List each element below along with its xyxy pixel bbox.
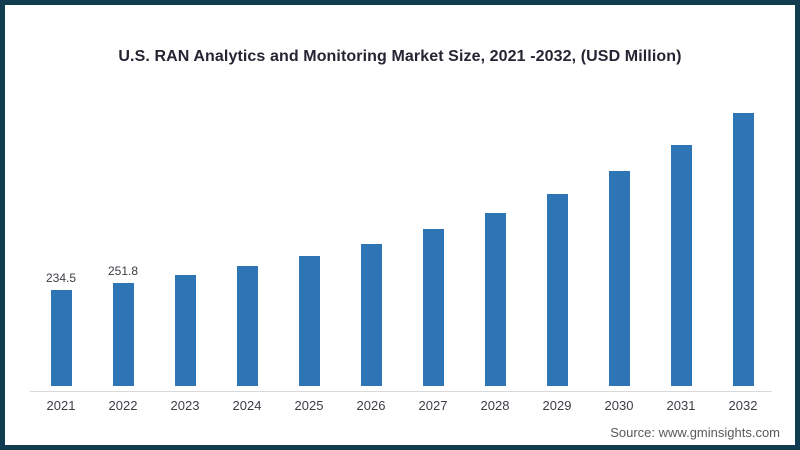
- x-axis-label-2025: 2025: [294, 398, 324, 413]
- x-axis-label-2023: 2023: [170, 398, 200, 413]
- bar-chart-plot: 234.5 251.8: [30, 100, 774, 386]
- bar-2032: [732, 113, 754, 386]
- x-axis-label-2032: 2032: [728, 398, 758, 413]
- bar-2022: [112, 283, 134, 386]
- bar-slot-2026: [340, 100, 402, 386]
- bar-2029: [546, 194, 568, 386]
- bar-2026: [360, 244, 382, 386]
- chart-title: U.S. RAN Analytics and Monitoring Market…: [118, 48, 682, 65]
- x-axis-line: [30, 391, 772, 392]
- bar-slot-2030: [588, 100, 650, 386]
- x-axis-label-2024: 2024: [232, 398, 262, 413]
- bar-slot-2031: [650, 100, 712, 386]
- bar-value-label-2021: 234.5: [45, 271, 77, 285]
- bar-2021: [50, 290, 72, 386]
- x-axis-label-2027: 2027: [418, 398, 448, 413]
- bar-slot-2028: [464, 100, 526, 386]
- bar-2024: [236, 266, 258, 386]
- bar-slot-2032: [712, 100, 774, 386]
- x-axis-labels: 2021 2022 2023 2024 2025 2026 2027 2028 2029 2030…: [30, 398, 774, 413]
- bar-slot-2025: [278, 100, 340, 386]
- bar-slot-2023: [154, 100, 216, 386]
- bar-slot-2024: [216, 100, 278, 386]
- bar-2030: [608, 171, 630, 386]
- bar-slot-2027: [402, 100, 464, 386]
- bar-2027: [422, 229, 444, 386]
- x-axis-label-2021: 2021: [46, 398, 76, 413]
- x-axis-label-2029: 2029: [542, 398, 572, 413]
- x-axis-label-2028: 2028: [480, 398, 510, 413]
- bar-2023: [174, 275, 196, 386]
- source-attribution: Source: www.gminsights.com: [610, 425, 780, 440]
- x-axis-label-2030: 2030: [604, 398, 634, 413]
- bar-slot-2029: [526, 100, 588, 386]
- bar-2031: [670, 145, 692, 386]
- x-axis-label-2022: 2022: [108, 398, 138, 413]
- x-axis-label-2026: 2026: [356, 398, 386, 413]
- bar-2025: [298, 256, 320, 386]
- bar-slot-2021: 234.5: [30, 100, 92, 386]
- bar-2028: [484, 213, 506, 386]
- bar-value-label-2022: 251.8: [107, 264, 139, 278]
- bar-slot-2022: 251.8: [92, 100, 154, 386]
- x-axis-label-2031: 2031: [666, 398, 696, 413]
